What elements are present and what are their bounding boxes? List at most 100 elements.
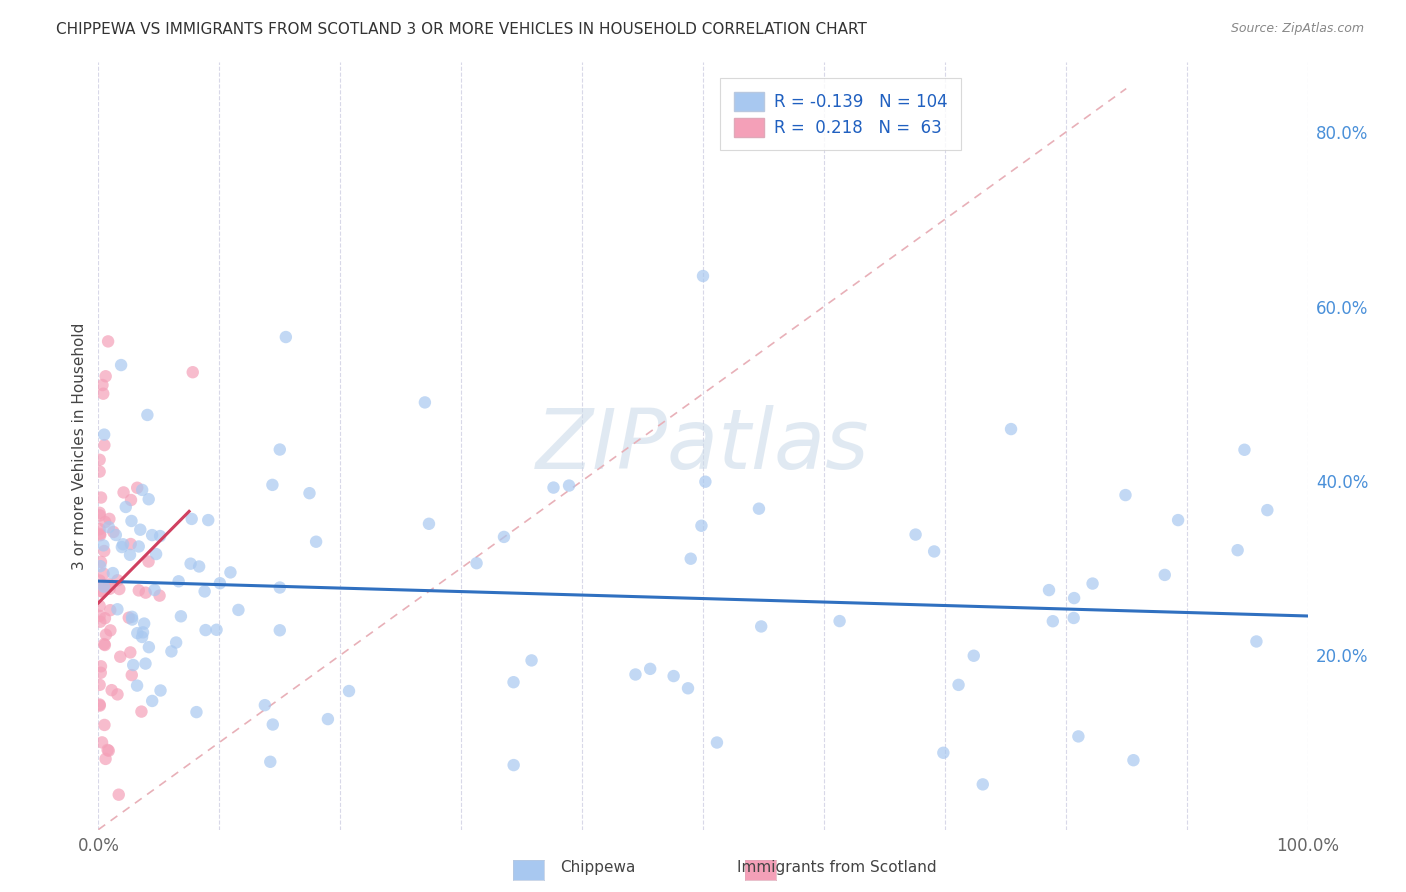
Point	[127, 481, 149, 495]
Point	[502, 758, 524, 772]
Point	[1246, 634, 1268, 648]
Point	[91, 735, 114, 749]
Point	[91, 378, 114, 392]
Point	[93, 438, 115, 452]
Point	[228, 603, 250, 617]
Point	[93, 578, 115, 592]
Point	[963, 648, 986, 663]
Point	[97, 743, 120, 757]
Point	[89, 698, 111, 712]
Point	[128, 583, 150, 598]
Point	[97, 744, 120, 758]
Point	[186, 705, 208, 719]
Point	[1000, 422, 1022, 436]
Point	[93, 718, 115, 732]
Point	[170, 609, 193, 624]
Point	[121, 610, 143, 624]
Point	[180, 512, 202, 526]
Point	[262, 717, 284, 731]
Point	[89, 559, 111, 574]
Point	[107, 788, 129, 802]
Point	[188, 559, 211, 574]
Point	[98, 577, 121, 591]
Point	[89, 583, 111, 598]
Point	[624, 667, 647, 681]
Point	[111, 540, 134, 554]
Point	[413, 395, 436, 409]
Point	[118, 610, 141, 624]
Point	[90, 584, 112, 599]
Point	[104, 528, 127, 542]
Point	[1233, 442, 1256, 457]
Point	[149, 683, 172, 698]
Point	[748, 501, 770, 516]
Point	[89, 678, 111, 692]
Point	[1167, 513, 1189, 527]
Point	[129, 523, 152, 537]
Point	[149, 529, 172, 543]
Point	[118, 548, 141, 562]
Point	[131, 705, 153, 719]
Point	[100, 683, 122, 698]
Point	[134, 657, 156, 671]
Point	[94, 628, 117, 642]
Point	[160, 644, 183, 658]
Point	[972, 777, 994, 791]
Point	[948, 678, 970, 692]
Point	[107, 574, 129, 588]
Point	[269, 581, 291, 595]
Point	[89, 508, 111, 523]
Text: Immigrants from Scotland: Immigrants from Scotland	[737, 861, 936, 875]
Point	[828, 614, 851, 628]
Point	[904, 527, 927, 541]
Point	[89, 599, 111, 613]
Point	[259, 755, 281, 769]
Point	[110, 649, 132, 664]
Point	[167, 574, 190, 589]
Point	[558, 478, 581, 492]
Point	[101, 566, 124, 580]
Point	[89, 522, 111, 536]
Y-axis label: 3 or more Vehicles in Household: 3 or more Vehicles in Household	[72, 322, 87, 570]
Point	[298, 486, 321, 500]
Point	[90, 665, 112, 680]
Point	[93, 580, 115, 594]
Point	[1081, 576, 1104, 591]
Point	[695, 475, 717, 489]
Point	[1226, 543, 1249, 558]
Point	[305, 534, 328, 549]
Point	[145, 547, 167, 561]
Point	[91, 386, 114, 401]
Text: ZIPatlas: ZIPatlas	[536, 406, 870, 486]
Point	[131, 630, 153, 644]
Point	[138, 640, 160, 655]
Point	[121, 514, 143, 528]
Point	[932, 746, 955, 760]
Point	[492, 530, 515, 544]
Point	[138, 492, 160, 507]
Point	[89, 608, 111, 623]
Point	[1122, 753, 1144, 767]
Text: Chippewa: Chippewa	[560, 861, 636, 875]
Point	[136, 408, 159, 422]
Point	[94, 369, 117, 384]
Point	[253, 698, 276, 713]
Point	[108, 582, 131, 596]
Point	[1063, 611, 1085, 625]
Point	[1063, 591, 1085, 605]
Point	[121, 668, 143, 682]
Point	[502, 675, 524, 690]
Point	[120, 645, 142, 659]
Point	[103, 524, 125, 539]
Point	[543, 481, 565, 495]
Point	[135, 585, 157, 599]
Point	[138, 555, 160, 569]
Point	[1067, 730, 1090, 744]
Point	[121, 613, 143, 627]
Point	[89, 526, 111, 541]
Point	[125, 679, 148, 693]
Point	[122, 658, 145, 673]
Point	[127, 626, 149, 640]
Point	[205, 623, 228, 637]
Point	[274, 330, 297, 344]
